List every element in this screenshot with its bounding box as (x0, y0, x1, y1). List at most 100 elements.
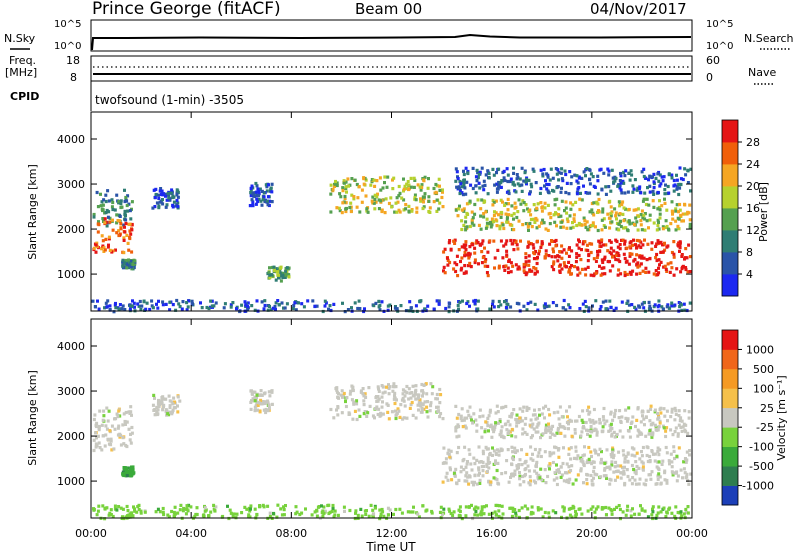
range-cell (592, 428, 596, 433)
range-cell (663, 264, 667, 268)
range-cell (377, 407, 381, 411)
range-cell (130, 413, 133, 417)
range-cell (358, 414, 362, 418)
range-cell (680, 419, 684, 423)
range-cell (567, 247, 571, 251)
range-cell (526, 507, 530, 511)
range-cell (154, 187, 158, 191)
range-cell (508, 430, 512, 434)
range-cell (386, 410, 390, 414)
range-cell (623, 191, 627, 195)
range-cell (426, 304, 430, 308)
range-cell (464, 192, 468, 196)
range-cell (380, 395, 384, 399)
range-cell (285, 302, 289, 306)
range-cell (511, 264, 515, 268)
range-cell (622, 226, 625, 230)
range-cell (379, 512, 383, 516)
range-cell (679, 270, 683, 274)
range-cell (662, 506, 666, 510)
range-cell (478, 170, 482, 174)
range-cell (624, 226, 628, 230)
range-cell (524, 472, 527, 477)
range-cell (659, 182, 663, 186)
range-cell (316, 505, 320, 509)
range-cell (428, 206, 432, 210)
range-cell (496, 461, 500, 465)
range-cell (515, 215, 519, 220)
range-cell (518, 416, 522, 420)
range-cell (493, 210, 496, 214)
range-cell (476, 198, 480, 202)
range-cell (543, 468, 547, 472)
range-cell (620, 300, 624, 304)
range-cell (270, 273, 274, 277)
range-cell (543, 510, 547, 515)
range-cell (505, 459, 509, 463)
range-cell (500, 504, 504, 508)
range-cell (475, 168, 479, 172)
range-cell (159, 187, 163, 191)
range-cell (647, 226, 650, 230)
range-cell (541, 174, 545, 178)
range-cell (276, 270, 280, 274)
range-cell (669, 415, 673, 419)
range-cell (435, 299, 439, 303)
range-cell (670, 301, 674, 305)
range-cell (578, 271, 582, 275)
range-cell (679, 177, 683, 181)
range-cell (670, 304, 674, 308)
range-cell (421, 391, 425, 395)
range-cell (613, 412, 617, 416)
range-cell (112, 310, 116, 314)
range-cell (152, 408, 156, 412)
range-cell (523, 171, 527, 175)
range-cell (652, 305, 656, 309)
range-cell (628, 254, 632, 258)
range-cell (464, 240, 468, 244)
range-cell (526, 225, 530, 229)
range-cell (532, 246, 536, 250)
range-cell (359, 507, 363, 511)
range-cell (332, 416, 336, 420)
range-cell (447, 241, 451, 245)
range-cell (544, 426, 548, 430)
range-cell (402, 208, 406, 212)
range-cell (170, 188, 174, 192)
range-cell (654, 425, 658, 429)
range-cell (111, 228, 115, 232)
range-cell (377, 299, 381, 303)
range-cell (570, 272, 573, 276)
range-cell (263, 400, 267, 404)
range-cell (397, 184, 401, 189)
colorbar-tick-label: 12 (746, 224, 760, 237)
range-cell (679, 213, 683, 218)
range-cell (637, 239, 641, 243)
range-cell (656, 511, 660, 515)
range-cell (609, 246, 613, 250)
range-cell (276, 299, 280, 303)
range-cell (506, 448, 510, 452)
range-cell (603, 468, 607, 472)
range-cell (443, 247, 447, 251)
range-cell (684, 476, 688, 480)
range-cell (127, 410, 131, 414)
range-cell (375, 179, 379, 183)
range-cell (623, 457, 627, 461)
range-cell (580, 176, 584, 180)
range-cell (435, 209, 439, 213)
range-cell (310, 513, 314, 517)
range-cell (151, 306, 155, 310)
range-cell (447, 448, 451, 452)
range-cell (102, 246, 106, 250)
range-cell (541, 218, 545, 222)
range-cell (455, 451, 459, 455)
range-cell (448, 455, 452, 459)
range-cell (571, 203, 575, 207)
range-cell (659, 510, 663, 514)
range-cell (255, 197, 259, 201)
range-cell (511, 182, 515, 186)
range-cell (373, 207, 377, 211)
range-cell (264, 410, 268, 415)
range-cell (674, 207, 678, 211)
